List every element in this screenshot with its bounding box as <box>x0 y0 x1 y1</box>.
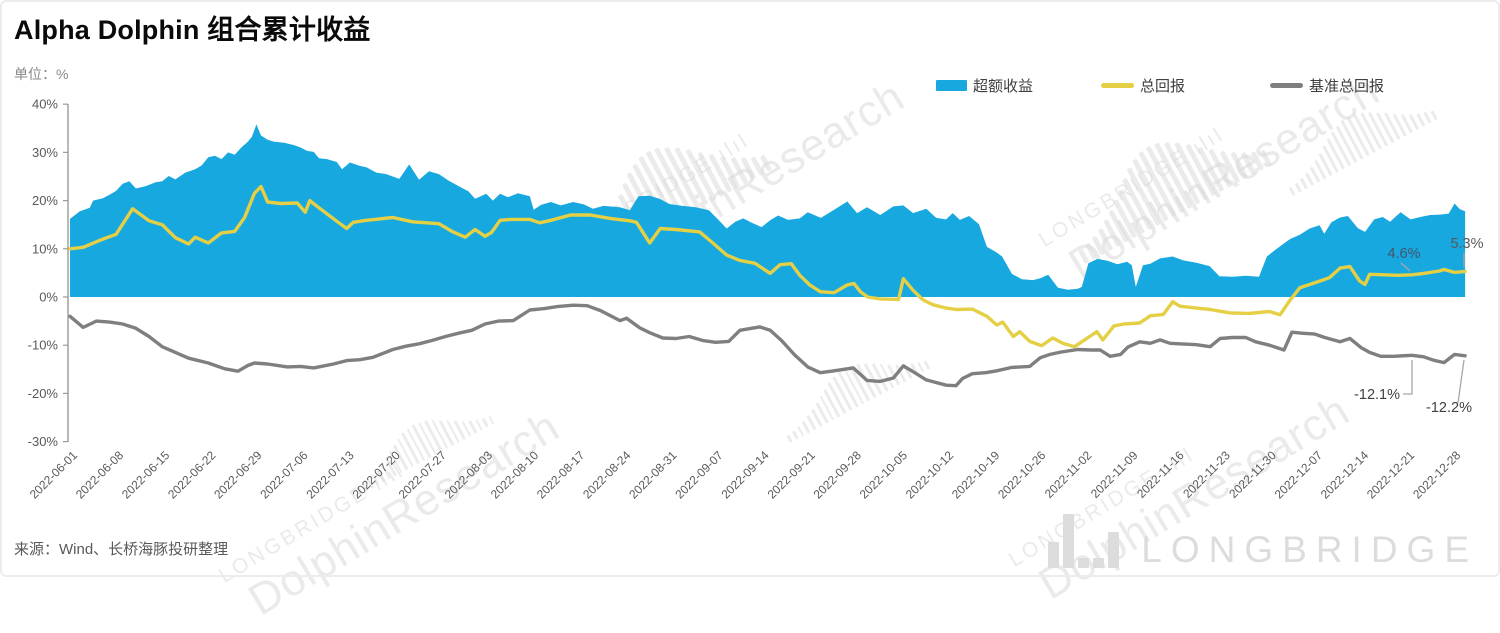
y-tick-label: 30% <box>32 145 58 160</box>
logo-bar <box>1093 558 1105 568</box>
legend-item-1: 总回报 <box>1101 76 1186 95</box>
annotation-leader-line <box>1403 360 1413 395</box>
x-tick-label: 2022-07-13 <box>303 448 357 502</box>
annotation-leader-line <box>1400 262 1411 272</box>
x-tick-label: 2022-10-12 <box>903 448 957 502</box>
legend-label: 基准总回报 <box>1309 77 1385 95</box>
logo-bar <box>1048 542 1060 568</box>
x-tick-label: 2022-11-02 <box>1042 448 1095 501</box>
annotation-leader-line <box>1457 359 1465 404</box>
y-tick-label: -30% <box>28 434 59 449</box>
y-tick-label: 40% <box>32 97 58 112</box>
x-tick-label: 2022-12-21 <box>1364 448 1418 502</box>
series-line-total-return <box>68 184 1467 349</box>
y-tick-label: 10% <box>32 241 58 256</box>
series-line-benchmark-return <box>68 303 1467 388</box>
x-tick-label: 2022-06-15 <box>119 448 173 502</box>
series-area-excess-return <box>70 124 1466 298</box>
x-tick-label: 2022-09-14 <box>718 448 772 502</box>
x-tick-label: 2022-06-08 <box>73 448 127 502</box>
y-tick-label: -10% <box>28 338 59 353</box>
x-tick-label: 2022-12-14 <box>1318 448 1372 502</box>
unit-label: 单位：% <box>14 66 69 82</box>
legend-item-0: 超额收益 <box>936 76 1034 95</box>
chart-legend: 超额收益 总回报 基准总回报 <box>0 76 1500 96</box>
x-tick-label: 2022-09-21 <box>765 448 819 502</box>
x-tick-label: 2022-10-19 <box>949 448 1003 502</box>
longbridge-logo-text: LONGBRIDGE <box>1141 529 1478 570</box>
x-tick-label: 2022-12-07 <box>1272 448 1326 502</box>
annotation-value-label: 5.3% <box>1450 236 1483 252</box>
legend-swatch-icon <box>936 79 967 91</box>
x-tick-label: 2022-10-05 <box>857 448 911 502</box>
x-tick-label: 2022-11-30 <box>1226 448 1279 501</box>
x-tick-label: 2022-11-16 <box>1134 448 1187 501</box>
longbridge-bars-icon <box>1048 514 1120 568</box>
annotation-value-label: -12.1% <box>1354 387 1400 403</box>
x-tick-label: 2022-09-07 <box>672 448 726 502</box>
longbridge-logo: LONGBRIDGE <box>1048 514 1478 568</box>
x-tick-label: 2022-07-27 <box>396 448 450 502</box>
page-title: Alpha Dolphin 组合累计收益 <box>14 15 371 45</box>
x-tick-label: 2022-12-28 <box>1410 448 1464 502</box>
x-tick-label: 2022-11-09 <box>1088 448 1141 501</box>
x-tick-label: 2022-08-31 <box>626 448 680 502</box>
x-tick-label: 2022-08-10 <box>488 448 542 502</box>
y-tick-label: 0% <box>39 290 58 305</box>
x-tick-label: 2022-09-28 <box>811 448 865 502</box>
logo-bar <box>1063 514 1075 568</box>
x-tick-label: 2022-06-01 <box>27 448 81 502</box>
annotation-value-label: 4.6% <box>1387 246 1420 262</box>
annotation-value-label: -12.2% <box>1426 400 1472 416</box>
y-tick-label: -20% <box>28 386 59 401</box>
legend-label: 总回报 <box>1140 77 1186 95</box>
source-note: 来源：Wind、长桥海豚投研整理 <box>14 541 229 558</box>
x-tick-label: 2022-07-20 <box>350 448 404 502</box>
x-tick-label: 2022-06-29 <box>211 448 265 502</box>
x-tick-label: 2022-08-24 <box>580 448 634 502</box>
x-tick-label: 2022-11-23 <box>1180 448 1233 501</box>
x-tick-label: 2022-08-03 <box>442 448 496 502</box>
logo-bar <box>1108 532 1120 568</box>
legend-label: 超额收益 <box>973 77 1034 95</box>
x-tick-label: 2022-07-06 <box>257 448 311 502</box>
legend-swatch-icon <box>1270 82 1303 88</box>
legend-swatch-icon <box>1101 82 1134 88</box>
x-tick-label: 2022-10-26 <box>995 448 1049 502</box>
legend-item-2: 基准总回报 <box>1270 76 1385 95</box>
x-tick-label: 2022-06-22 <box>165 448 219 502</box>
x-tick-label: 2022-08-17 <box>534 448 588 502</box>
y-tick-label: 20% <box>32 193 58 208</box>
logo-bar <box>1078 558 1090 568</box>
chart-canvas: 40%30%20%10%0%-10%-20%-30%2022-06-012022… <box>27 97 1484 502</box>
